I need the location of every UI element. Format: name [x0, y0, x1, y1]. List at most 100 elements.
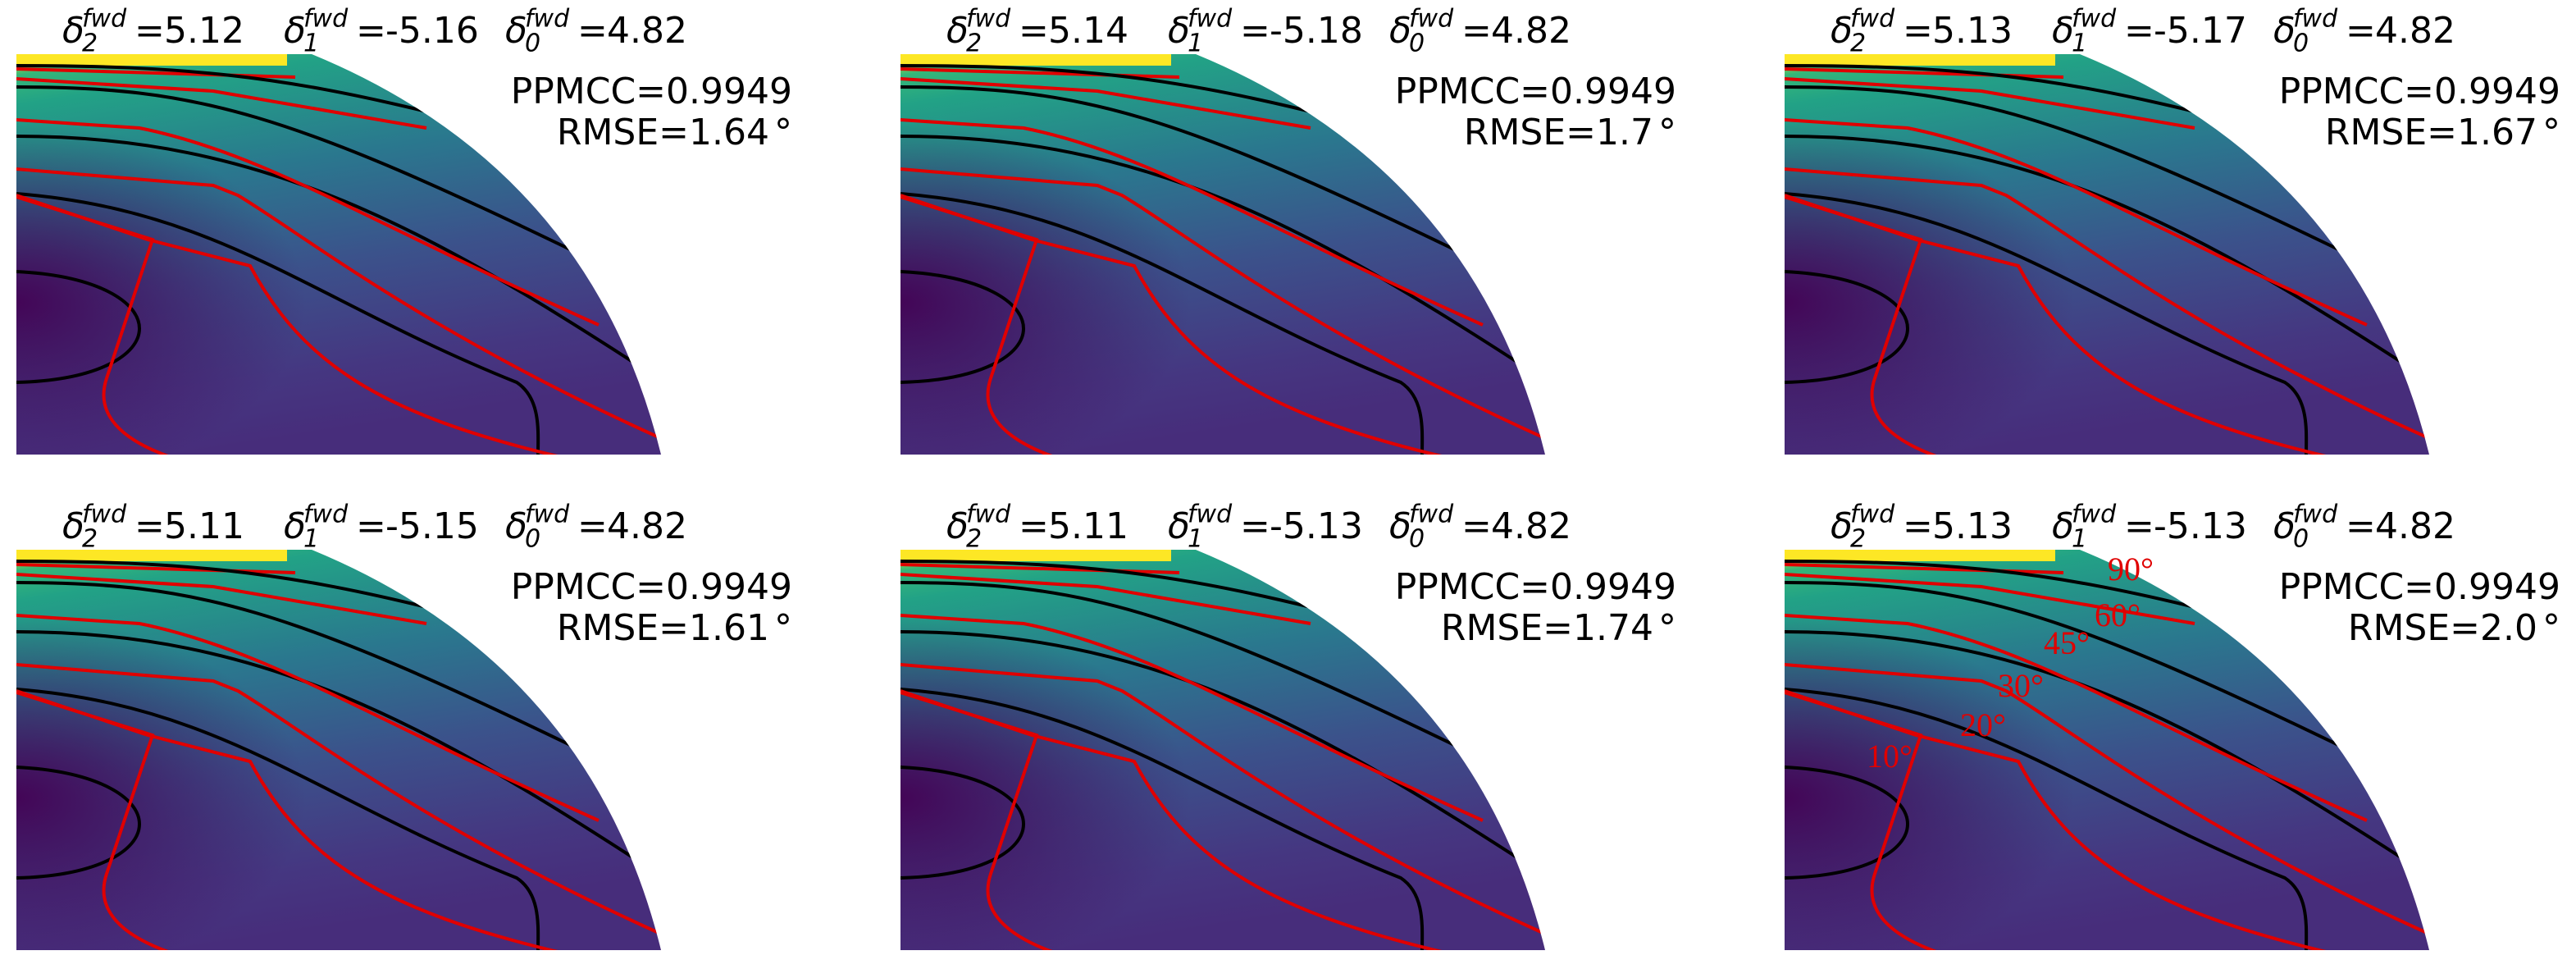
ppmcc: PPMCC=0.9949	[511, 71, 792, 112]
contour-label: 30°	[1998, 667, 2044, 704]
superscript: fwd	[1850, 500, 1895, 529]
rmse: RMSE=1.61 °	[557, 607, 792, 649]
equals: =	[356, 505, 386, 547]
delta-symbol: δ	[505, 505, 527, 547]
rmse: RMSE=1.64 °	[557, 112, 792, 153]
equals: =	[1240, 10, 1270, 52]
equals: =	[577, 10, 608, 52]
rmse-label: RMSE=	[557, 112, 689, 153]
subscript: 0	[525, 30, 540, 58]
subscript: 1	[303, 525, 319, 554]
equals: =	[2124, 505, 2154, 547]
delta-symbol: δ	[1389, 10, 1411, 52]
delta-value: 5.14	[1048, 10, 1128, 52]
superscript: fwd	[2293, 500, 2338, 529]
ppmcc-value: 0.9949	[2434, 71, 2560, 112]
rmse-value: 1.64	[689, 112, 769, 153]
subscript: 2	[1850, 525, 1866, 554]
equals: =	[1240, 505, 1270, 547]
delta-symbol: δ	[1168, 10, 1190, 52]
subscript: 1	[2072, 525, 2087, 554]
degree: °	[1658, 607, 1676, 649]
subscript: 2	[82, 30, 98, 58]
ppmcc: PPMCC=0.9949	[2279, 566, 2560, 608]
subscript: 0	[525, 525, 540, 554]
rmse-value: 2.0	[2480, 607, 2537, 649]
subscript: 1	[1188, 30, 1203, 58]
contour-plot	[900, 54, 1548, 456]
delta-symbol: δ	[284, 505, 306, 547]
degree: °	[774, 112, 792, 153]
delta-value: -5.16	[385, 10, 479, 52]
rmse-label: RMSE=	[1464, 112, 1596, 153]
equals: =	[1019, 10, 1049, 52]
subscript: 0	[1409, 525, 1425, 554]
superscript: fwd	[1409, 5, 1454, 34]
superscript: fwd	[82, 500, 127, 529]
ppmcc-label: PPMCC=	[1395, 566, 1550, 608]
ppmcc-value: 0.9949	[666, 71, 792, 112]
rmse-label: RMSE=	[2325, 112, 2457, 153]
ppmcc: PPMCC=0.9949	[1395, 566, 1676, 608]
rmse-label: RMSE=	[2348, 607, 2480, 649]
equals: =	[1019, 505, 1049, 547]
subscript: 0	[2293, 30, 2309, 58]
delta-value: 5.11	[164, 505, 244, 547]
subscript: 1	[303, 30, 319, 58]
superscript: fwd	[2072, 5, 2117, 34]
delta-symbol: δ	[946, 505, 969, 547]
delta-symbol: δ	[284, 10, 306, 52]
superscript: fwd	[2293, 5, 2338, 34]
equals: =	[2124, 10, 2154, 52]
rmse-value: 1.61	[689, 607, 769, 649]
subscript: 2	[966, 525, 982, 554]
ppmcc-value: 0.9949	[2434, 566, 2560, 608]
equals: =	[577, 505, 608, 547]
subscript: 2	[1850, 30, 1866, 58]
degree: °	[2542, 607, 2560, 649]
rmse-label: RMSE=	[1441, 607, 1573, 649]
delta-value: -5.13	[1270, 505, 1363, 547]
contour-label: 20°	[1960, 706, 2006, 743]
delta-value: 5.13	[1932, 10, 2013, 52]
ppmcc-value: 0.9949	[1550, 71, 1676, 112]
ppmcc-label: PPMCC=	[2279, 71, 2434, 112]
ppmcc-label: PPMCC=	[1395, 71, 1550, 112]
delta-value: 4.82	[1491, 505, 1571, 547]
ppmcc-label: PPMCC=	[511, 566, 666, 608]
delta-symbol: δ	[1168, 505, 1190, 547]
equals: =	[1461, 10, 1492, 52]
subscript: 2	[82, 525, 98, 554]
degree: °	[2542, 112, 2560, 153]
delta-symbol: δ	[1389, 505, 1411, 547]
delta-symbol: δ	[946, 10, 969, 52]
superscript: fwd	[966, 5, 1011, 34]
subscript: 2	[966, 30, 982, 58]
rmse-value: 1.67	[2457, 112, 2537, 153]
rmse-value: 1.74	[1573, 607, 1653, 649]
superscript: fwd	[1409, 500, 1454, 529]
contour-label: 90°	[2108, 551, 2154, 587]
delta-symbol: δ	[2052, 505, 2074, 547]
equals: =	[356, 10, 386, 52]
rmse: RMSE=1.7 °	[1464, 112, 1676, 153]
contour-label: 45°	[2044, 624, 2090, 661]
delta-value: 5.13	[1932, 505, 2013, 547]
delta-value: -5.15	[385, 505, 479, 547]
delta-value: -5.17	[2154, 10, 2247, 52]
delta-symbol: δ	[505, 10, 527, 52]
delta-value: -5.13	[2154, 505, 2247, 547]
equals: =	[134, 10, 165, 52]
degree: °	[774, 607, 792, 649]
superscript: fwd	[1188, 500, 1233, 529]
superscript: fwd	[82, 5, 127, 34]
delta-value: 4.82	[2375, 10, 2455, 52]
equals: =	[1903, 10, 1933, 52]
delta-value: 5.11	[1048, 505, 1128, 547]
ppmcc: PPMCC=0.9949	[2279, 71, 2560, 112]
rmse: RMSE=2.0 °	[2348, 607, 2560, 649]
